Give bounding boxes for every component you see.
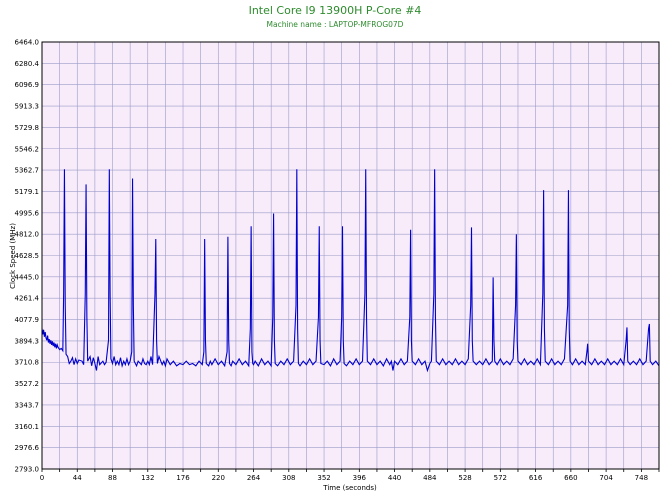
x-tick-label: 264 bbox=[247, 474, 261, 482]
x-tick-label: 308 bbox=[282, 474, 295, 482]
y-axis-label: Clock Speed (MHz) bbox=[9, 223, 17, 289]
y-tick-label: 3710.8 bbox=[15, 359, 40, 367]
y-tick-label: 5913.3 bbox=[15, 103, 40, 111]
chart-subtitle: Machine name : LAPTOP-MFROG07D bbox=[267, 20, 404, 29]
y-tick-label: 5729.8 bbox=[15, 124, 40, 132]
x-tick-label: 440 bbox=[388, 474, 401, 482]
series-line bbox=[41, 169, 660, 373]
x-tick-label: 176 bbox=[176, 474, 190, 482]
y-tick-label: 4995.6 bbox=[15, 209, 40, 217]
x-tick-label: 528 bbox=[458, 474, 471, 482]
x-tick-label: 352 bbox=[317, 474, 330, 482]
y-tick-label: 5546.2 bbox=[15, 145, 40, 153]
x-tick-label: 616 bbox=[529, 474, 543, 482]
x-tick-label: 220 bbox=[212, 474, 225, 482]
x-tick-label: 484 bbox=[423, 474, 437, 482]
x-tick-label: 132 bbox=[141, 474, 154, 482]
y-tick-label: 3527.2 bbox=[15, 380, 40, 388]
x-tick-label: 396 bbox=[353, 474, 367, 482]
x-tick-label: 0 bbox=[40, 474, 44, 482]
y-tick-label: 4077.9 bbox=[15, 316, 40, 324]
x-tick-label: 748 bbox=[635, 474, 648, 482]
chart-title: Intel Core I9 13900H P-Core #4 bbox=[249, 4, 422, 17]
y-tick-label: 3343.7 bbox=[15, 401, 40, 409]
x-tick-label: 660 bbox=[564, 474, 577, 482]
y-tick-label: 6280.4 bbox=[15, 60, 40, 68]
y-tick-label: 5362.7 bbox=[15, 167, 40, 175]
x-tick-label: 572 bbox=[494, 474, 507, 482]
plot-frame bbox=[41, 41, 660, 470]
y-tick-label: 3160.1 bbox=[15, 423, 40, 431]
y-tick-label: 4812.0 bbox=[15, 231, 40, 239]
y-axis-ticks: 2793.0 2976.6 3160.1 3343.7 3527.2 3710.8 3894… bbox=[15, 39, 40, 474]
x-axis-ticks: 0 44 88 132 176 220 264 308 352 396 440 484 528 572 61… bbox=[40, 469, 660, 482]
x-tick-label: 704 bbox=[599, 474, 613, 482]
x-axis-label: Time (seconds) bbox=[322, 484, 377, 492]
y-tick-label: 3894.3 bbox=[15, 337, 40, 345]
x-tick-label: 88 bbox=[108, 474, 117, 482]
y-tick-label: 5179.1 bbox=[15, 188, 40, 196]
grid-lines bbox=[41, 41, 660, 470]
y-tick-label: 4445.0 bbox=[15, 273, 40, 281]
x-tick-label: 44 bbox=[73, 474, 82, 482]
y-tick-label: 4628.5 bbox=[15, 252, 40, 260]
y-tick-label: 2793.0 bbox=[15, 466, 40, 474]
y-tick-label: 2976.6 bbox=[15, 444, 40, 452]
y-tick-label: 4261.4 bbox=[15, 295, 40, 303]
y-tick-label: 6096.9 bbox=[15, 81, 40, 89]
series-group bbox=[41, 169, 660, 373]
y-tick-label: 6464.0 bbox=[15, 39, 40, 47]
